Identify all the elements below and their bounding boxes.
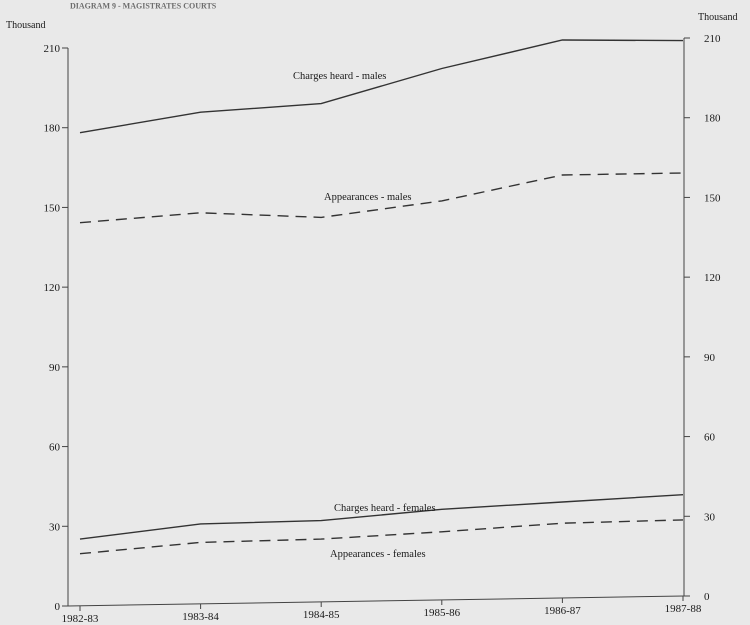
series-label-appearances-males: Appearances - males — [324, 192, 411, 203]
left-ytick-label: 0 — [55, 601, 61, 613]
right-ytick-label: 90 — [704, 352, 716, 364]
x-tick-label: 1987-88 — [665, 603, 702, 615]
left-ytick-label: 150 — [44, 202, 61, 214]
series-label-appearances-females: Appearances - females — [330, 549, 426, 560]
right-y-ticks: 0 30 60 90 120 150 180 210 — [684, 33, 721, 603]
right-ytick-label: 120 — [704, 272, 721, 284]
series-layer — [79, 39, 684, 555]
right-ytick-label: 0 — [704, 591, 710, 603]
left-ytick-label: 90 — [49, 362, 61, 374]
series-line-1 — [79, 172, 684, 224]
x-axis — [67, 595, 685, 607]
left-ytick-label: 210 — [44, 43, 61, 55]
left-ytick-label: 30 — [49, 521, 61, 533]
left-ytick-label: 120 — [44, 282, 61, 294]
series-label-charges-females: Charges heard - females — [334, 503, 436, 514]
series-line-3 — [79, 519, 684, 555]
series-line-0 — [79, 39, 684, 134]
left-ytick-label: 60 — [49, 442, 61, 454]
x-tick-label: 1982-83 — [62, 613, 99, 625]
left-axis-unit: Thousand — [6, 20, 45, 31]
left-ytick-label: 180 — [44, 123, 61, 135]
x-tick-label: 1984-85 — [303, 609, 340, 621]
chart-title: DIAGRAM 9 - MAGISTRATES COURTS — [70, 2, 217, 11]
series-line-2 — [79, 494, 684, 540]
x-ticks: 1982-83 1983-84 1984-85 1985-86 1986-87 1987-… — [62, 596, 702, 625]
right-ytick-label: 180 — [704, 113, 721, 125]
right-ytick-label: 60 — [704, 432, 716, 444]
series-label-charges-males: Charges heard - males — [293, 71, 386, 82]
right-ytick-label: 150 — [704, 192, 721, 204]
x-tick-label: 1986-87 — [544, 605, 581, 617]
right-ytick-label: 30 — [704, 511, 716, 523]
right-axis-unit: Thousand — [698, 12, 737, 23]
left-y-ticks: 0 30 60 90 120 150 180 210 — [44, 43, 68, 613]
right-ytick-label: 210 — [704, 33, 721, 45]
x-tick-label: 1983-84 — [182, 611, 219, 623]
x-tick-label: 1985-86 — [423, 607, 460, 619]
